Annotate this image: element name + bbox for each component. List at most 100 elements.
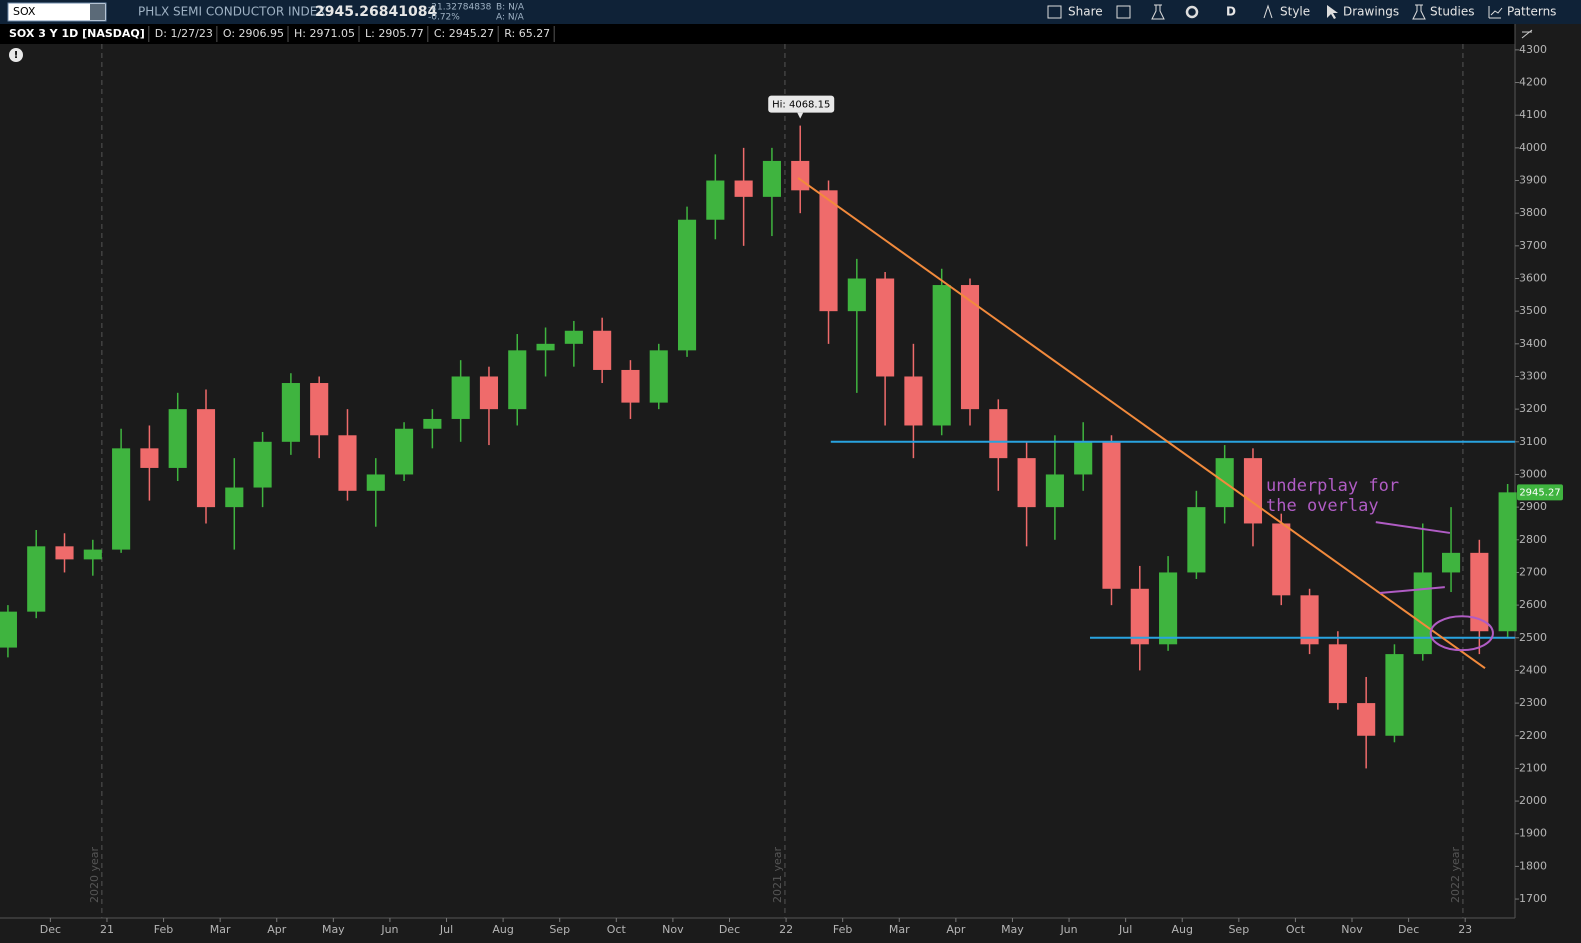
candle-body <box>677 219 697 351</box>
x-tick-label: Jul <box>439 923 453 936</box>
x-tick-label: Jun <box>380 923 398 936</box>
candle-body <box>0 611 17 648</box>
candle-body <box>479 376 499 410</box>
candle-body <box>27 546 46 612</box>
symbol-input[interactable] <box>7 2 107 22</box>
candle-body <box>932 285 951 426</box>
symbol-dropdown[interactable] <box>90 4 105 20</box>
change-pct: -0.72% <box>428 13 460 23</box>
share-button[interactable]: Share <box>1068 5 1103 19</box>
candle-body <box>1159 572 1178 645</box>
style-button[interactable]: Style <box>1280 5 1310 19</box>
patterns-button[interactable]: Patterns <box>1507 5 1556 19</box>
candle-body <box>1441 552 1461 573</box>
candle-body <box>791 160 810 191</box>
x-tick-label: Oct <box>1286 923 1306 936</box>
x-tick-label: 22 <box>779 923 793 936</box>
trend-line <box>797 177 1486 669</box>
info-field: O: 2906.95 <box>223 27 284 40</box>
candle-body <box>395 428 414 475</box>
y-tick-label: 3400 <box>1519 337 1547 350</box>
info-field: C: 2945.27 <box>434 27 494 40</box>
info-field: H: 2971.05 <box>294 27 355 40</box>
candle-body <box>536 343 555 351</box>
candle-body <box>1498 492 1517 632</box>
patterns-icon <box>1488 6 1503 19</box>
y-tick-label: 3000 <box>1519 467 1547 480</box>
y-tick-label: 4100 <box>1519 108 1547 121</box>
x-tick-label: Feb <box>154 923 173 936</box>
y-tick-label: 3600 <box>1519 272 1547 285</box>
x-tick-label: Apr <box>946 923 966 936</box>
candle-body <box>989 409 1008 459</box>
y-tick-label: 3800 <box>1519 206 1547 219</box>
alert-icon[interactable] <box>9 48 23 62</box>
x-tick-label: Jun <box>1059 923 1077 936</box>
x-tick-label: Mar <box>210 923 231 936</box>
studies-icon <box>1412 4 1426 20</box>
y-tick-label: 4000 <box>1519 141 1547 154</box>
hi-label-pointer <box>797 112 804 119</box>
candle-body <box>649 350 668 403</box>
info-field: SOX 3 Y 1D [NASDAQ] <box>9 27 145 40</box>
x-tick-label: Dec <box>719 923 740 936</box>
x-tick-label: Jul <box>1118 923 1132 936</box>
candle-body <box>1357 703 1376 736</box>
x-tick-label: May <box>322 923 345 936</box>
candle-body <box>762 160 781 197</box>
share-icon <box>1047 5 1062 19</box>
style-icon <box>1263 4 1273 19</box>
symbol[interactable]: SOX <box>13 5 36 18</box>
bid: B: N/A <box>496 3 525 13</box>
candle-body <box>1243 458 1263 524</box>
y-tick-label: 2700 <box>1519 565 1547 578</box>
candle-body <box>1272 523 1291 596</box>
info-fields: SOX 3 Y 1D [NASDAQ] D: 1/27/23 O: 2906.95 H… <box>9 26 555 42</box>
candle-body <box>281 383 300 442</box>
candle-body <box>1328 644 1347 704</box>
axis-settings[interactable] <box>1521 29 1533 39</box>
studies-button[interactable]: Studies <box>1430 5 1475 19</box>
y-tick-label: 2200 <box>1519 729 1547 742</box>
candle-body <box>1300 595 1319 645</box>
candle-body <box>706 180 725 220</box>
x-tick-label: Mar <box>889 923 910 936</box>
info-field: L: 2905.77 <box>365 27 424 40</box>
trend-line <box>1379 586 1445 595</box>
period-button[interactable]: D <box>1226 5 1236 19</box>
info-field: D: 1/27/23 <box>155 27 213 40</box>
x-tick-label: Nov <box>662 923 684 936</box>
x-tick-label: Nov <box>1341 923 1363 936</box>
candle-body <box>1074 441 1093 475</box>
y-tick-label: 2800 <box>1519 533 1547 546</box>
candle-body <box>168 409 187 468</box>
x-tick-label: Oct <box>607 923 627 936</box>
settings-button[interactable] <box>1185 5 1199 19</box>
candle-body <box>1045 474 1064 508</box>
candle-body <box>508 350 527 410</box>
candle-body <box>564 330 583 344</box>
x-tick-label: 23 <box>1458 923 1472 936</box>
y-tick-label: 1700 <box>1519 892 1547 905</box>
snapshot-button[interactable] <box>1116 5 1131 19</box>
y-tick-label: 2100 <box>1519 761 1547 774</box>
y-tick-label: 4300 <box>1519 43 1547 56</box>
drawings-button[interactable]: Drawings <box>1343 5 1399 19</box>
y-tick-label: 2900 <box>1519 500 1547 513</box>
candle-body <box>1413 572 1432 655</box>
y-tick-label: 2500 <box>1519 631 1547 644</box>
candle-body <box>140 448 159 468</box>
x-tick-label: Dec <box>1398 923 1419 936</box>
flask-button[interactable] <box>1151 4 1165 20</box>
candle-body <box>196 409 216 508</box>
candle-body <box>423 418 442 429</box>
candle-body <box>112 448 131 550</box>
candle-body <box>366 474 385 491</box>
x-tick-label: Apr <box>267 923 287 936</box>
candle-body <box>819 190 838 312</box>
toolbar <box>0 0 1581 24</box>
y-tick-label: 2000 <box>1519 794 1547 807</box>
candle-body <box>847 278 866 312</box>
